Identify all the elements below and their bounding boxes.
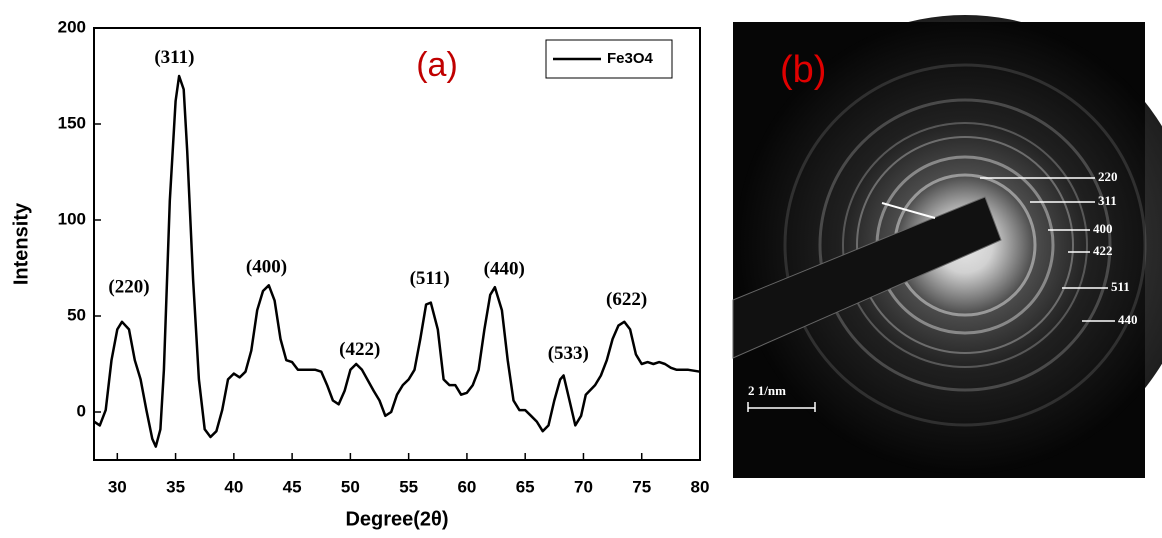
y-tick-label: 150: [58, 113, 86, 132]
y-tick-label: 0: [77, 401, 86, 420]
panel-label: (a): [416, 46, 458, 84]
ring-label: 220: [1098, 169, 1118, 184]
x-tick-label: 55: [399, 477, 418, 496]
beam-streak: [881, 202, 936, 219]
beam-stop: [732, 196, 1002, 359]
y-tick-label: 100: [58, 209, 86, 228]
peak-label: (622): [606, 289, 647, 310]
y-axis-title: Intensity: [10, 202, 32, 285]
peak-label: (311): [154, 47, 194, 68]
y-tick-label: 50: [67, 305, 86, 324]
x-tick-label: 60: [457, 477, 476, 496]
x-tick-label: 40: [224, 477, 243, 496]
ring: [783, 63, 1147, 427]
peak-label: (533): [548, 343, 589, 364]
ring: [856, 136, 1074, 354]
scale-bar: [747, 402, 816, 412]
peak-label: (220): [108, 277, 149, 298]
x-tick-label: 70: [574, 477, 593, 496]
y-tick-label: 200: [58, 17, 86, 36]
x-tick-label: 80: [691, 477, 710, 496]
legend-label: Fe3O4: [607, 50, 654, 67]
ring-label: 400: [1093, 221, 1113, 236]
ring-label: 511: [1111, 279, 1130, 294]
data-line: [93, 74, 701, 448]
x-tick-label: 75: [632, 477, 651, 496]
x-tick-label: 50: [341, 477, 360, 496]
ring-label: 311: [1098, 193, 1117, 208]
peak-label: (511): [410, 268, 450, 289]
x-axis-title: Degree(2θ): [345, 508, 448, 530]
ring-label: 422: [1093, 243, 1113, 258]
x-tick-label: 45: [283, 477, 302, 496]
ring: [842, 122, 1088, 368]
peak-label: (400): [246, 256, 287, 277]
peak-label: (440): [484, 258, 525, 279]
x-tick-label: 65: [516, 477, 535, 496]
x-tick-label: 30: [108, 477, 127, 496]
ring: [818, 98, 1112, 392]
x-tick-label: 35: [166, 477, 185, 496]
rings: [783, 63, 1147, 427]
plot-frame: [93, 27, 701, 461]
scale-bar-label: 2 1/nm: [748, 383, 786, 398]
peak-label: (422): [339, 339, 380, 360]
ring-label: 440: [1118, 312, 1138, 327]
panel-label: (b): [780, 49, 826, 91]
